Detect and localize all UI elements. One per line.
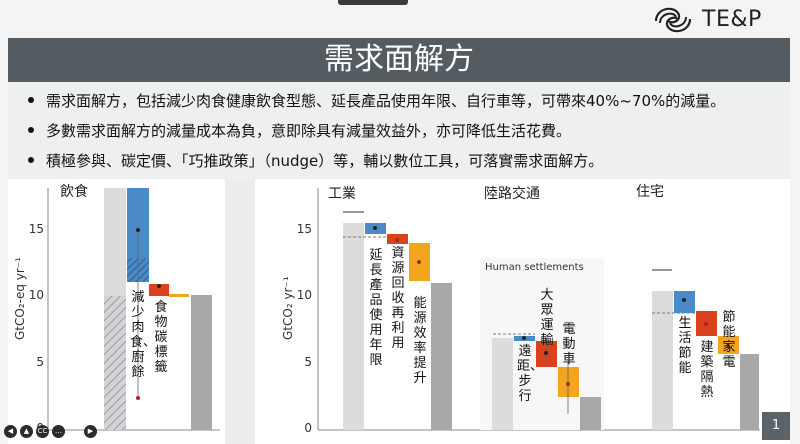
industry-baseline-bar xyxy=(343,223,364,430)
food-meat-reduction-bar xyxy=(127,188,149,258)
housing-label-insulation: 建築隔熱 xyxy=(700,340,714,400)
food-y-label: GtCO₂-eq yr⁻¹ xyxy=(13,257,27,340)
window-tab-handle[interactable] xyxy=(338,0,408,5)
housing-point xyxy=(704,322,708,326)
bullet-item: 積極參與、碳定價、「巧推政策」（nudge）等，輔以數位工具，可落實需求面解方。 xyxy=(28,150,603,171)
transport-chart-title: 陸路交通 xyxy=(484,185,540,202)
food-baseline-bar xyxy=(104,188,126,296)
housing-behaviour-bar xyxy=(674,291,695,313)
transport-point xyxy=(544,351,548,355)
page-number: 1 xyxy=(762,412,790,440)
food-baseline-hatched-bar xyxy=(104,296,126,430)
food-y-tick: 10 xyxy=(29,288,44,302)
bullet-dot xyxy=(28,96,34,103)
inset-title: Human settlements xyxy=(485,262,584,273)
title-band: 需求面解方 xyxy=(8,38,790,82)
housing-chart-title: 住宅 xyxy=(636,184,664,200)
logo-text: TE&P xyxy=(702,7,762,32)
industry-y-tick: 10 xyxy=(297,288,312,302)
captions-button[interactable]: CC xyxy=(36,425,49,438)
food-result-bar xyxy=(191,295,212,430)
food-y-tick: 5 xyxy=(36,355,44,369)
page-title: 需求面解方 xyxy=(324,42,474,77)
industry-point xyxy=(417,260,421,264)
industry-result-bar xyxy=(431,283,452,430)
industry-label-lifetime: 延長產品使用年限 xyxy=(369,248,383,368)
housing-result-bar xyxy=(740,354,759,430)
bullet-dot xyxy=(28,126,34,133)
food-point xyxy=(136,228,140,232)
industry-y-tick: 0 xyxy=(304,421,312,435)
bullet-text: 積極參與、碳定價、「巧推政策」（nudge）等，輔以數位工具，可落實需求面解方。 xyxy=(46,152,604,170)
industry-point xyxy=(373,226,377,230)
food-chart-title: 飲食 xyxy=(60,183,88,200)
bullet-dot xyxy=(28,156,34,163)
transport-ev-bar xyxy=(558,367,579,397)
prev-slide-button[interactable]: ◀ xyxy=(4,425,17,438)
industry-label-efficiency: 能源效率提升 xyxy=(413,296,427,386)
food-small-bar xyxy=(169,294,189,297)
transport-label-telework: 遠距、步行 xyxy=(517,344,544,404)
swirl-logo-icon xyxy=(654,7,692,33)
housing-point xyxy=(726,344,730,348)
housing-label-behaviour: 生活節能 xyxy=(678,316,692,376)
industry-point xyxy=(395,238,399,242)
pointer-button[interactable]: ▲ xyxy=(20,425,33,438)
more-options-button[interactable]: … xyxy=(52,425,65,438)
food-label-carbon: 食物碳標籤 xyxy=(154,300,168,375)
bullet-item: 多數需求面解方的減量成本為負，意即除具有減量效益外，亦可降低生活花費。 xyxy=(28,120,571,141)
food-y-tick: 15 xyxy=(29,222,44,236)
food-point xyxy=(136,396,140,400)
transport-result-bar xyxy=(580,397,601,430)
housing-point xyxy=(682,298,686,302)
industry-y-tick: 15 xyxy=(297,222,312,236)
housing-baseline-bar xyxy=(652,291,673,430)
tep-logo: TE&P xyxy=(650,3,790,37)
housing-label-appliance: 節能家電 xyxy=(722,310,736,370)
transport-point xyxy=(522,336,526,340)
industry-label-recycle: 資源回收再利用 xyxy=(391,246,405,351)
industry-y-label: GtCO₂ yr⁻¹ xyxy=(281,276,295,340)
next-slide-button[interactable]: ▶ xyxy=(84,425,97,438)
chart-divider xyxy=(225,179,255,444)
industry-y-tick: 5 xyxy=(304,355,312,369)
transport-label-ev: 電動車 xyxy=(562,322,576,367)
food-label-bar xyxy=(149,284,169,296)
industry-chart-title: 工業 xyxy=(328,186,356,202)
bullet-text: 多數需求面解方的減量成本為負，意即除具有減量效益外，亦可降低生活花費。 xyxy=(46,122,572,140)
food-point xyxy=(157,284,161,288)
transport-label-transit: 大眾運輸 xyxy=(540,288,554,348)
transport-point xyxy=(566,382,570,386)
bullet-text: 需求面解方，包括減少肉食健康飲食型態、延長產品使用年限、自行車等，可帶來40%~… xyxy=(46,92,726,110)
food-label-meat: 減少肉食、廚餘 xyxy=(130,290,157,380)
bullet-item: 需求面解方，包括減少肉食健康飲食型態、延長產品使用年限、自行車等，可帶來40%~… xyxy=(28,90,725,111)
top-bar: TE&P xyxy=(0,0,800,38)
bullet-list: 需求面解方，包括減少肉食健康飲食型態、延長產品使用年限、自行車等，可帶來40%~… xyxy=(8,82,790,179)
transport-baseline-bar xyxy=(492,338,513,430)
